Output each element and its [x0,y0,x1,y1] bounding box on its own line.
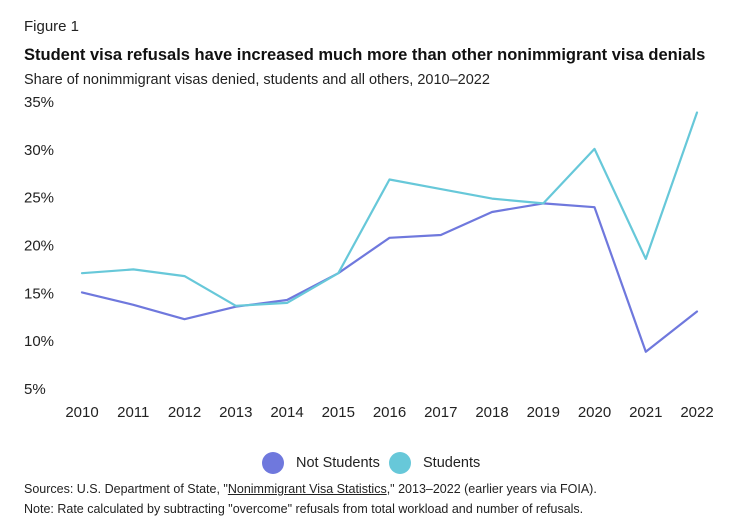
legend: Not Students Students [0,452,733,476]
y-tick-label: 10% [24,333,54,350]
figure-label: Figure 1 [24,18,80,35]
y-tick-label: 20% [24,238,54,255]
x-axis: 2010 2011 2012 2013 2014 2015 2016 2017 2018 2019… [65,404,713,421]
line-chart: 35%30%25%20%15%10%5% 2010 2011 2012 2013 201… [24,94,714,421]
sources-line: Sources: U.S. Department of State, "Noni… [24,482,597,496]
x-tick-label: 2022 [680,404,713,421]
x-tick-label: 2013 [219,404,252,421]
y-tick-label: 5% [24,381,46,398]
y-tick-label: 25% [24,190,54,207]
series-line-not-students [80,202,699,353]
x-tick-label: 2018 [475,404,508,421]
x-tick-label: 2019 [527,404,560,421]
x-tick-label: 2021 [629,404,662,421]
legend-swatch-students [389,452,411,474]
x-tick-label: 2020 [578,404,611,421]
y-tick-label: 15% [24,285,54,302]
x-tick-label: 2012 [168,404,201,421]
x-tick-label: 2015 [322,404,355,421]
sources-suffix: ," 2013–2022 (earlier years via FOIA). [386,482,597,496]
x-tick-label: 2010 [65,404,98,421]
series-line-students [80,111,699,307]
legend-item-students: Students [389,452,480,474]
sources-prefix: Sources: U.S. Department of State, " [24,482,228,496]
x-tick-label: 2016 [373,404,406,421]
legend-label-not-students: Not Students [296,455,380,471]
x-tick-label: 2014 [270,404,303,421]
x-tick-label: 2017 [424,404,457,421]
y-tick-label: 35% [24,94,54,111]
series-layer [80,111,699,353]
chart-title: Student visa refusals have increased muc… [24,46,706,64]
x-tick-label: 2011 [117,404,149,421]
y-axis: 35% 30% 25% 20% 15% 10% 5% [24,94,54,398]
legend-item-not-students: Not Students [262,452,380,474]
sources-link[interactable]: Nonimmigrant Visa Statistics [227,482,387,496]
legend-label-students: Students [423,455,481,471]
legend-swatch-not-students [262,452,284,474]
chart-subtitle: Share of nonimmigrant visas denied, stud… [24,72,490,88]
note-line: Note: Rate calculated by subtracting "ov… [24,502,584,516]
y-tick-label: 30% [24,142,54,159]
